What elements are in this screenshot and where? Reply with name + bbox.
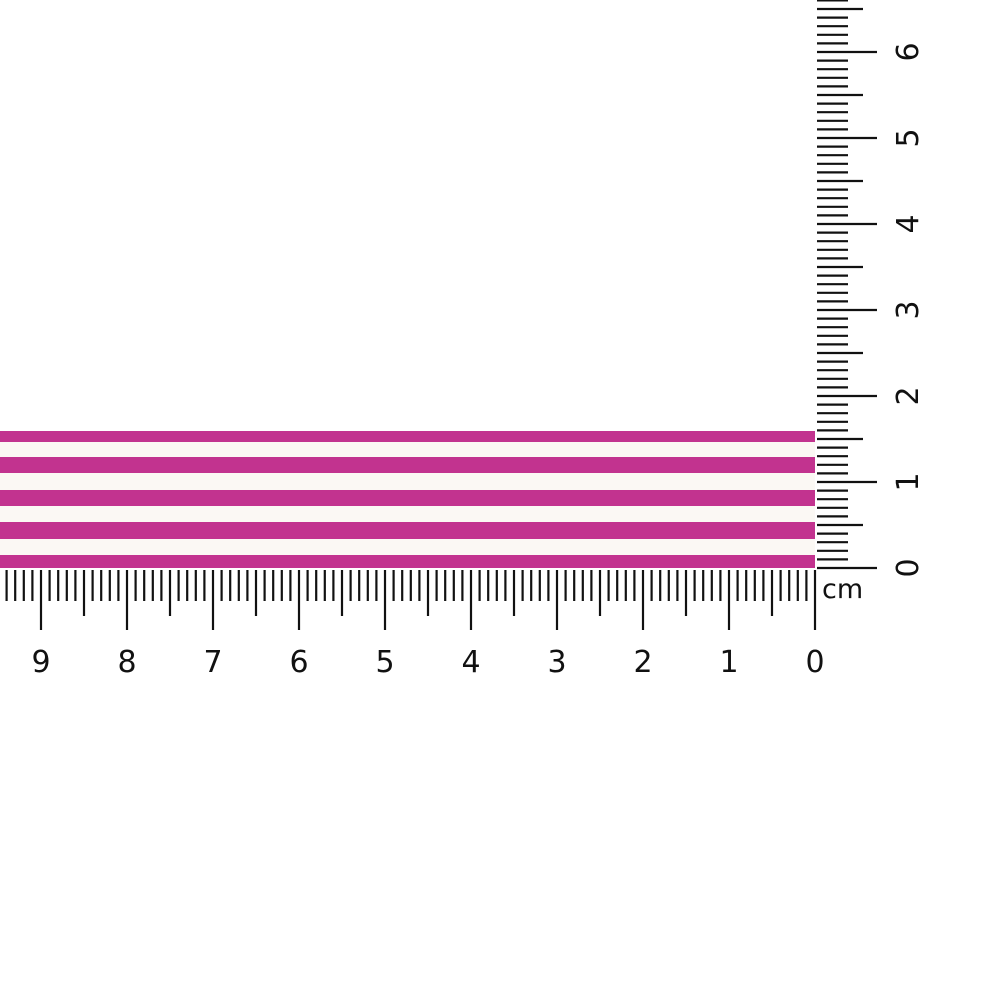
ruler-label: 1 [719, 645, 738, 680]
vertical-ruler-labels: 0 1 2 3 4 5 6 [891, 42, 926, 577]
ruler-label: 7 [203, 645, 222, 680]
ruler-label: 8 [117, 645, 136, 680]
vertical-ruler [817, 0, 877, 570]
horizontal-ruler-labels: 0 1 2 3 4 5 6 7 8 9 [31, 645, 824, 680]
ribbon-stripe [0, 431, 815, 442]
ribbon-stripe [0, 490, 815, 506]
ruler-label: 0 [805, 645, 824, 680]
ruler-label: 3 [547, 645, 566, 680]
ribbon-stripe [0, 457, 815, 473]
ruler-label: 5 [891, 128, 926, 147]
ruler-label: 9 [31, 645, 50, 680]
ruler-label: 6 [289, 645, 308, 680]
ruler-label: 0 [891, 558, 926, 577]
ruler-label: 4 [891, 214, 926, 233]
ruler-label: 6 [891, 42, 926, 61]
ribbon-stripe [0, 522, 815, 539]
striped-ribbon [0, 431, 815, 568]
ruler-label: 1 [891, 472, 926, 491]
ruler-label: 2 [891, 386, 926, 405]
ruler-label: 2 [633, 645, 652, 680]
horizontal-ruler [5, 570, 817, 630]
ruler-label: 5 [375, 645, 394, 680]
unit-label: cm [822, 574, 863, 605]
ruler-label: 3 [891, 300, 926, 319]
ruler-label: 4 [461, 645, 480, 680]
ribbon-stripe [0, 555, 815, 568]
